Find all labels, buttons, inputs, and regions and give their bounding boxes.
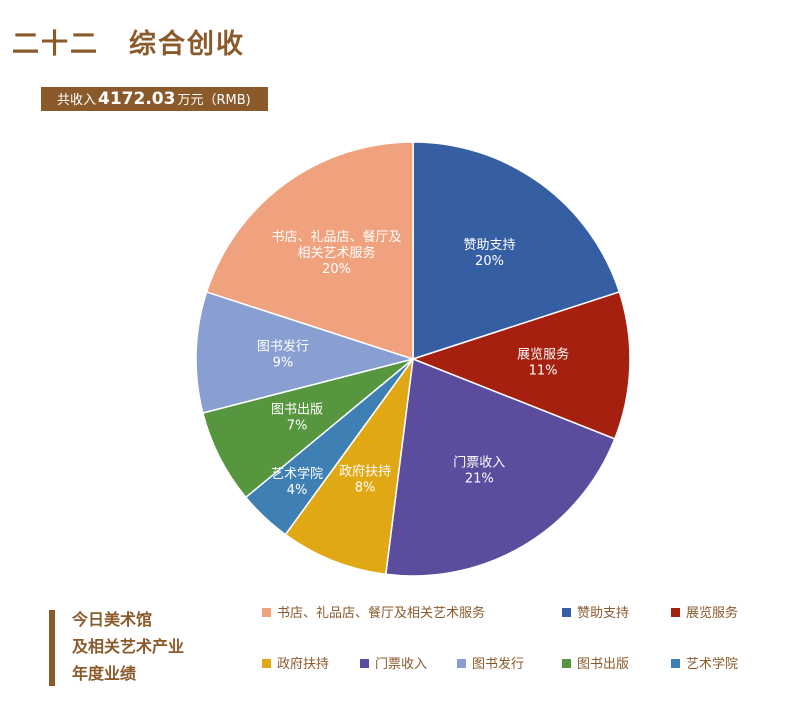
slice-percent-label: 20% <box>322 262 351 277</box>
heading-title: 综合创收 <box>129 29 245 60</box>
legend-swatch <box>562 659 571 668</box>
slice-name-label: 展览服务 <box>517 347 569 363</box>
slice-name-label: 艺术学院 <box>271 466 323 482</box>
slice-name-label: 书店、礼品店、餐厅及 <box>271 229 401 245</box>
slice-name-label: 图书发行 <box>257 338 309 354</box>
legend-item: 书店、礼品店、餐厅及相关艺术服务 <box>262 606 485 622</box>
footer-accent-bar <box>49 610 55 686</box>
legend-label: 赞助支持 <box>577 606 630 621</box>
pie-slice <box>412 141 621 361</box>
legend-item: 艺术学院 <box>671 657 738 673</box>
pie-slice <box>284 358 414 576</box>
legend-item: 图书发行 <box>457 657 524 673</box>
legend-swatch <box>262 608 271 617</box>
legend-label: 展览服务 <box>686 606 739 621</box>
footer-title: 今日美术馆 及相关艺术产业 年度业绩 <box>72 606 184 687</box>
legend-item: 展览服务 <box>671 606 738 622</box>
legend-swatch <box>360 659 369 668</box>
footer-line-3: 年度业绩 <box>72 664 137 683</box>
legend-swatch <box>671 608 680 617</box>
heading-number: 二十二 <box>12 29 99 60</box>
legend-item: 图书出版 <box>562 657 629 673</box>
slice-percent-label: 8% <box>355 481 376 496</box>
legend-swatch <box>562 608 571 617</box>
total-income-bar: 共收入 4172.03 万元（RMB) <box>41 87 268 111</box>
slice-percent-label: 9% <box>273 355 294 370</box>
legend-item: 门票收入 <box>360 657 427 673</box>
legend-label: 书店、礼品店、餐厅及相关艺术服务 <box>277 606 486 621</box>
legend-item: 赞助支持 <box>562 606 629 622</box>
income-prefix: 共收入 <box>57 93 97 108</box>
pie-slice <box>410 290 631 440</box>
slice-name-label: 图书出版 <box>271 403 323 418</box>
slice-name-label: 政府扶持 <box>339 465 391 480</box>
pie-slice <box>205 141 414 361</box>
slice-name-label: 赞助支持 <box>463 238 515 253</box>
slice-percent-label: 4% <box>287 483 308 498</box>
legend-label: 图书发行 <box>472 657 525 672</box>
legend-label: 政府扶持 <box>277 657 330 672</box>
income-suffix: 万元（RMB) <box>177 93 251 108</box>
slice-percent-label: 7% <box>287 419 308 434</box>
legend-label: 门票收入 <box>375 657 428 672</box>
legend-item: 政府扶持 <box>262 657 329 673</box>
pie-slice <box>384 357 616 577</box>
footer-line-2: 及相关艺术产业 <box>72 637 185 656</box>
slice-percent-label: 20% <box>475 254 504 269</box>
legend-swatch <box>262 659 271 668</box>
slice-name-label: 门票收入 <box>453 456 505 471</box>
legend-swatch <box>671 659 680 668</box>
footer-line-1: 今日美术馆 <box>72 610 153 629</box>
slice-percent-label: 21% <box>465 472 494 487</box>
pie-slice <box>195 290 416 414</box>
slice-percent-label: 11% <box>529 364 558 379</box>
legend-swatch <box>457 659 466 668</box>
legend-label: 图书出版 <box>577 657 630 672</box>
page-heading: 二十二 综合创收 <box>12 22 245 61</box>
slice-name-label: 相关艺术服务 <box>297 245 375 261</box>
income-amount: 4172.03 <box>98 89 176 109</box>
legend-label: 艺术学院 <box>686 657 739 672</box>
